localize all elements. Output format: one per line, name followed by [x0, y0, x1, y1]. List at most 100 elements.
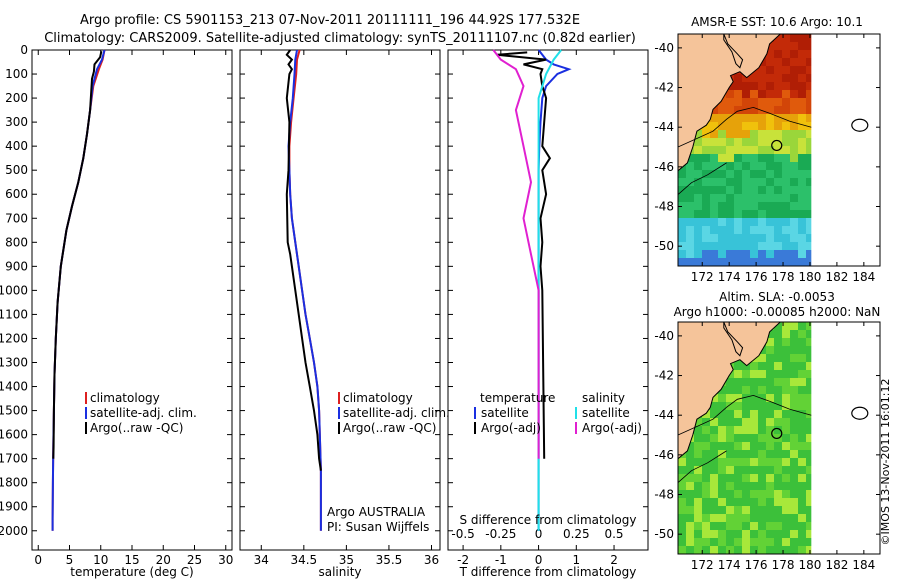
lon-tick-label: 184 — [852, 558, 875, 572]
map-cell — [718, 234, 726, 242]
map-cell — [750, 106, 758, 114]
map-cell — [686, 202, 694, 210]
map-cell — [702, 194, 710, 202]
map-cell — [726, 410, 734, 418]
lon-tick-label: 172 — [691, 558, 714, 572]
map-cell — [742, 146, 750, 154]
map-cell — [774, 154, 782, 162]
map-cell — [686, 242, 694, 250]
map-cell — [766, 138, 774, 146]
map-cell — [806, 178, 812, 186]
map-cell — [750, 490, 758, 498]
map-cell — [726, 234, 734, 242]
map-cell — [702, 538, 710, 546]
map-cell — [806, 522, 812, 530]
map-cell — [798, 258, 806, 266]
map-cell — [766, 426, 774, 434]
map-cell — [766, 482, 774, 490]
map-cell — [734, 210, 742, 218]
map-cell — [750, 434, 758, 442]
lat-tick-label: -44 — [654, 408, 674, 422]
map-cell — [750, 458, 758, 466]
map-cell — [718, 242, 726, 250]
x-tick-label: 1 — [572, 553, 580, 567]
map-cell — [790, 138, 798, 146]
map-cell — [750, 538, 758, 546]
map-cell — [718, 226, 726, 234]
map-cell — [702, 250, 710, 258]
map-cell — [726, 106, 734, 114]
map-cell — [790, 538, 798, 546]
lon-tick-label: 172 — [691, 270, 714, 284]
map-cell — [798, 122, 806, 130]
map-cell — [798, 466, 806, 474]
map-cell — [798, 418, 806, 426]
map-cell — [798, 322, 806, 330]
map-field — [678, 34, 812, 266]
map-cell — [782, 394, 790, 402]
map-cell — [758, 74, 766, 82]
map-cell — [782, 490, 790, 498]
map-cell — [766, 354, 774, 362]
map-cell — [758, 194, 766, 202]
map-cell — [758, 130, 766, 138]
map-cell — [742, 402, 750, 410]
map-cell — [782, 154, 790, 162]
map-cell — [750, 74, 758, 82]
map-cell — [766, 82, 774, 90]
map-cell — [702, 434, 710, 442]
map-cell — [774, 514, 782, 522]
map-cell — [678, 250, 686, 258]
map-cell — [790, 114, 798, 122]
map-cell — [774, 186, 782, 194]
bathymetry-contour — [677, 394, 812, 436]
lon-tick-label: 180 — [799, 270, 822, 284]
map-cell — [686, 442, 694, 450]
map-cell — [750, 410, 758, 418]
map-cell — [790, 218, 798, 226]
map-cell — [758, 386, 766, 394]
map-cell — [686, 234, 694, 242]
map-cell — [710, 522, 718, 530]
map-cell — [694, 538, 702, 546]
map-cell — [718, 178, 726, 186]
map-cell — [758, 218, 766, 226]
map-cell — [790, 130, 798, 138]
map-cell — [774, 50, 782, 58]
map-cell — [766, 106, 774, 114]
map-cell — [774, 442, 782, 450]
map-cell — [806, 82, 812, 90]
map-cell — [686, 514, 694, 522]
map-cell — [790, 322, 798, 330]
y-tick-label: 2000 — [0, 524, 28, 538]
map-cell — [734, 234, 742, 242]
map-cell — [694, 194, 702, 202]
map-cell — [702, 162, 710, 170]
map-cell — [766, 434, 774, 442]
map-cell — [758, 122, 766, 130]
map-cell — [718, 402, 726, 410]
map-cell — [782, 426, 790, 434]
map-cell — [790, 514, 798, 522]
map-cell — [790, 58, 798, 66]
map-cell — [710, 154, 718, 162]
map-cell — [758, 458, 766, 466]
map-cell — [726, 186, 734, 194]
map-cell — [790, 146, 798, 154]
x-tick-label: 25 — [187, 553, 202, 567]
land-new-zealand — [677, 321, 782, 460]
map-cell — [782, 170, 790, 178]
map-cell — [718, 170, 726, 178]
land-new-zealand — [677, 33, 782, 172]
map-cell — [726, 530, 734, 538]
map-cell — [806, 450, 812, 458]
map-cell — [798, 154, 806, 162]
map-cell — [726, 130, 734, 138]
map-cell — [774, 234, 782, 242]
map-cell — [718, 210, 726, 218]
map-cell — [790, 50, 798, 58]
land-north-island — [723, 33, 744, 69]
map-cell — [702, 546, 710, 554]
map-cell — [798, 386, 806, 394]
